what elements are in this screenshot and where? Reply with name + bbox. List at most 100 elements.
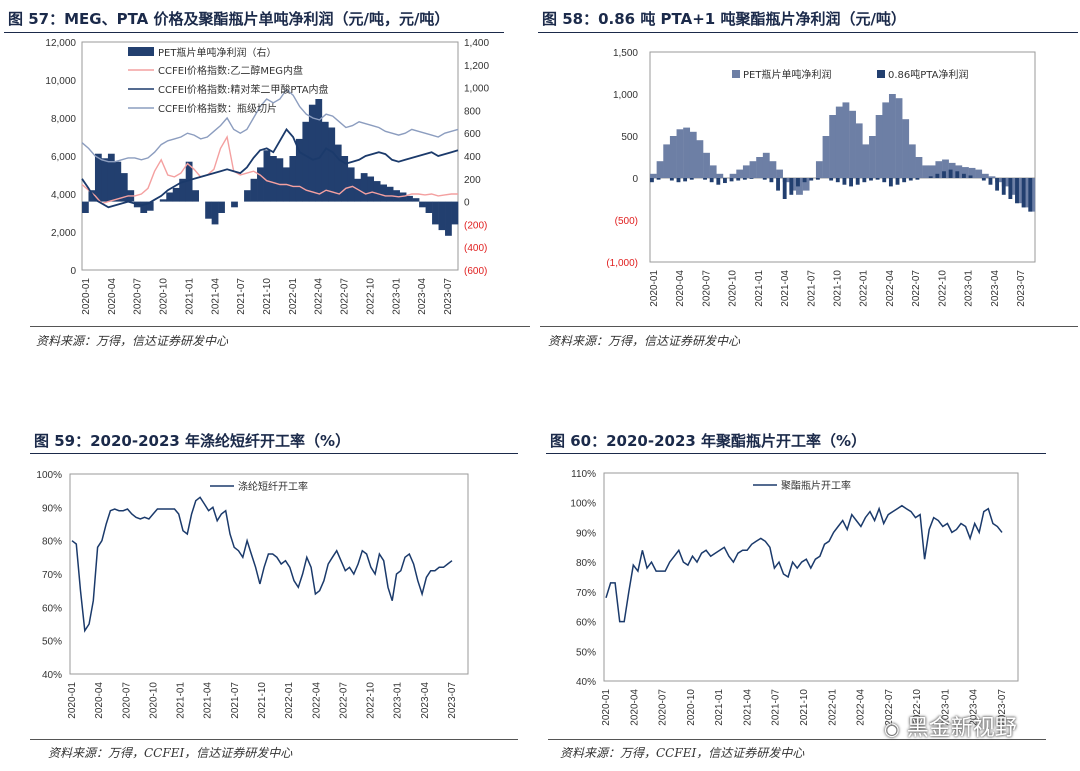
right-y-tick-(600): (600) <box>464 266 487 277</box>
pta-profit-bar <box>908 178 913 181</box>
pet-profit-bar <box>689 131 697 178</box>
profit-bar <box>205 201 212 219</box>
pta-profit-bar <box>1001 178 1006 195</box>
legend-swatch-pet <box>732 70 740 78</box>
fig57-x-tick-2022-01: 2022-01 <box>288 278 299 315</box>
profit-bar <box>308 104 316 202</box>
figure-58-rule <box>538 32 1078 33</box>
pta-profit-bar <box>683 178 688 182</box>
right-y-tick-400: 400 <box>464 152 481 163</box>
y-tick-(500): (500) <box>615 216 638 227</box>
fig57-x-tick-2022-10: 2022-10 <box>365 278 376 315</box>
pet-profit-bar <box>663 144 671 178</box>
right-y-tick-1,200: 1,200 <box>464 61 489 72</box>
polyester-staple-rate-x-tick-2022-01: 2022-01 <box>284 682 295 719</box>
pta-profit-bar <box>928 176 933 178</box>
profit-bar <box>315 99 323 202</box>
profit-bar <box>438 201 446 231</box>
meg-price-line <box>81 135 458 205</box>
pet-profit-bar <box>875 115 883 178</box>
legend-label-pta: CCFEI价格指数:精对苯二甲酸PTA内盘 <box>158 83 329 96</box>
pet-profit-bar <box>975 169 983 178</box>
pta-profit-bar <box>961 173 966 178</box>
pta-profit-bar <box>742 178 747 180</box>
pet-profit-bar <box>942 159 949 178</box>
figure-58-title: 图 58：0.86 吨 PTA+1 吨聚酯瓶片净利润（元/吨） <box>542 10 906 28</box>
bottle-chip-rate-x-tick-2023-04: 2023-04 <box>969 689 980 726</box>
right-y-tick-600: 600 <box>464 129 481 140</box>
pet-profit-bar <box>968 167 976 178</box>
fig58-x-tick-2022-01: 2022-01 <box>859 270 870 307</box>
profit-bar <box>445 201 452 236</box>
pta-profit-bar <box>849 178 853 187</box>
pta-profit-bar <box>842 178 847 185</box>
profit-bar <box>101 158 109 202</box>
figure-60-title: 图 60：2020-2023 年聚酯瓶片开工率（%） <box>550 432 867 450</box>
pet-profit-bar <box>742 165 750 178</box>
pet-profit-bar <box>769 161 777 178</box>
legend-label: 涤纶短纤开工率 <box>238 480 308 493</box>
pet-profit-bar <box>988 176 996 178</box>
bottle-chip-rate-x-tick-2020-04: 2020-04 <box>629 689 640 726</box>
pta-profit-bar <box>981 178 986 181</box>
fig57-x-tick-2022-07: 2022-07 <box>340 278 351 315</box>
profit-bar <box>341 156 349 202</box>
pta-profit-bar <box>782 178 787 199</box>
pet-profit-bar <box>703 152 710 178</box>
fig57-x-tick-2021-01: 2021-01 <box>184 278 195 315</box>
y-tick-60%: 60% <box>42 603 62 614</box>
pet-profit-bar <box>849 110 856 178</box>
polyester-staple-rate-x-tick-2021-04: 2021-04 <box>203 682 214 719</box>
profit-bar <box>192 190 199 202</box>
profit-bar <box>399 192 407 202</box>
pet-profit-bar <box>882 102 890 178</box>
figure-58-bottom-rule <box>540 326 1078 327</box>
y-tick-100%: 100% <box>36 470 62 481</box>
bottle-chip-price-line <box>81 88 459 163</box>
fig58-x-tick-2022-04: 2022-04 <box>885 270 896 307</box>
figure-57-bottom-rule <box>30 326 530 327</box>
profit-bar <box>373 181 381 202</box>
bottle-chip-rate-x-tick-2021-10: 2021-10 <box>799 689 810 726</box>
profit-bar <box>270 156 277 202</box>
pta-profit-bar <box>650 178 654 183</box>
pta-profit-bar <box>948 169 953 178</box>
pta-profit-bar <box>676 178 681 183</box>
fig58-x-tick-2021-10: 2021-10 <box>833 270 844 307</box>
bottle-chip-rate-x-tick-2020-10: 2020-10 <box>686 689 697 726</box>
left-y-tick-2,000: 2,000 <box>51 228 76 239</box>
profit-bar <box>166 192 174 202</box>
figure-60-rule <box>546 453 1046 454</box>
pet-profit-bar <box>736 169 744 178</box>
pta-profit-bar <box>789 178 794 195</box>
pta-profit-bar <box>1021 178 1026 208</box>
figure-59-source: 资料来源：万得，CCFEI，信达证券研发中心 <box>48 746 293 760</box>
polyester-staple-rate-x-tick-2020-04: 2020-04 <box>94 682 105 719</box>
pet-profit-bar <box>961 167 969 178</box>
profit-bar <box>250 178 258 202</box>
bottle-chip-rate-x-tick-2021-01: 2021-01 <box>714 689 725 726</box>
profit-bar <box>159 199 167 202</box>
pta-profit-bar <box>736 178 741 181</box>
fig57-x-tick-2020-01: 2020-01 <box>81 278 92 315</box>
pet-profit-bar <box>669 136 677 178</box>
y-tick-80%: 80% <box>42 537 62 548</box>
fig57-x-tick-2020-04: 2020-04 <box>107 278 118 315</box>
profit-bar <box>146 201 154 211</box>
fig57-x-tick-2022-04: 2022-04 <box>314 278 325 315</box>
figure-57-source: 资料来源：万得，信达证券研发中心 <box>36 334 229 348</box>
pet-profit-bar <box>842 102 850 178</box>
fig57-x-tick-2020-10: 2020-10 <box>159 278 170 315</box>
pta-profit-bar <box>935 173 940 178</box>
plot-frame <box>649 51 1036 263</box>
pet-profit-bar <box>835 106 843 178</box>
figure-58-source: 资料来源：万得，信达证券研发中心 <box>548 334 741 348</box>
polyester-staple-rate-line <box>71 496 453 633</box>
polyester-staple-rate-x-tick-2020-10: 2020-10 <box>148 682 159 719</box>
pta-profit-bar <box>723 178 727 184</box>
y-tick-100%: 100% <box>570 499 596 510</box>
fig58-x-tick-2021-01: 2021-01 <box>754 270 765 307</box>
figure-58-chart: (1,000) (500) 0 500 1,000 1,500 PET瓶片单吨净利润 0.86… <box>606 48 1036 307</box>
pta-profit-bar <box>762 178 767 180</box>
pta-profit-bar <box>888 178 893 187</box>
